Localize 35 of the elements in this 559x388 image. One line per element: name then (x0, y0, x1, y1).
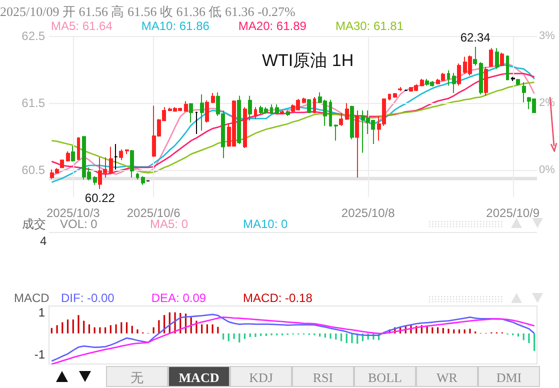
x-tick-label: 2025/10/8 (341, 206, 396, 220)
text: DIF: -0.00 (61, 291, 115, 305)
text: MA5: 0 (150, 217, 188, 231)
text: MA5: 61.64 (51, 19, 113, 33)
y2-tick-label: 3% (539, 30, 556, 42)
y2-tick-label: 0% (539, 164, 556, 176)
text: BOLL (354, 366, 416, 387)
text: MACD (168, 366, 230, 387)
text: MA20: 61.89 (238, 19, 307, 33)
text: 4 (40, 234, 47, 248)
text: MACD: -0.18 (243, 291, 313, 305)
text: KDJ (230, 366, 292, 387)
text: 成交 (22, 217, 46, 231)
text: VOL: 0 (60, 217, 98, 231)
y-tick-label: 1 (38, 305, 46, 320)
y-tick-label: 62.5 (22, 29, 46, 43)
text: RSI (292, 366, 354, 387)
x-tick-label: 2025/10/3 (46, 206, 100, 220)
text: MA30: 61.81 (335, 19, 404, 33)
text: WTI原油 1H (262, 51, 354, 70)
y-tick-label: 61.5 (22, 96, 46, 110)
x-tick-label: 2025/10/6 (126, 206, 181, 220)
series-label: DEA: 0.09 (151, 291, 206, 305)
chart-title: MACD (14, 291, 50, 305)
x-tick-label: 2025/10/9 (486, 206, 540, 220)
y-tick-label: -1 (34, 348, 46, 362)
text: 无 (106, 366, 168, 387)
text: WR (416, 366, 478, 387)
text: MA10: 0 (243, 217, 288, 231)
annotation: 62.34 (460, 30, 491, 45)
text: 2025/10/09 开 61.56 高 61.56 收 61.36 低 61.36 -0.27% (0, 4, 296, 19)
text: MA10: 61.86 (141, 19, 210, 33)
annotation: 60.22 (84, 190, 116, 205)
text: DMI (478, 366, 540, 387)
y-tick-label: 60.5 (22, 163, 46, 178)
